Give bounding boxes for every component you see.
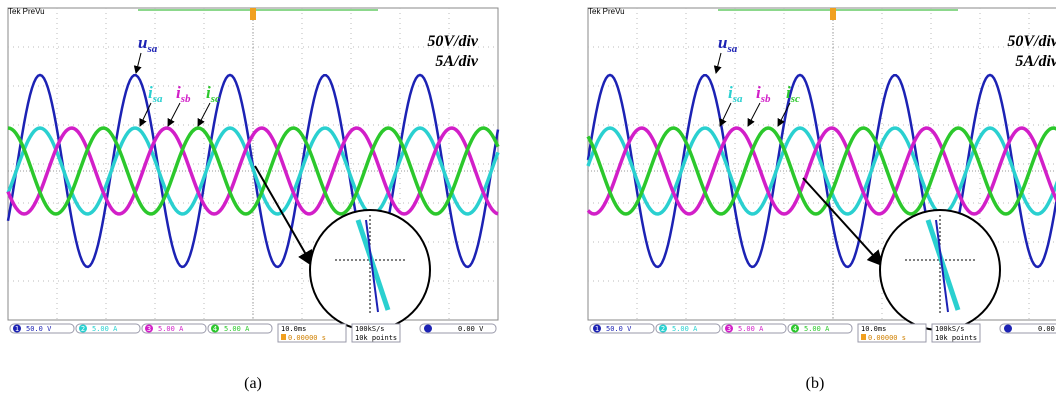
signal-subscript: sc [790, 93, 800, 105]
trigger-level: 0.00 V [1038, 325, 1056, 333]
trigger-marker [250, 8, 256, 20]
channel-number: 3 [727, 325, 731, 333]
figure: Tek PreVuusaisaisbisc50V/div5A/div150.0 … [0, 0, 1056, 416]
channel-scale: 50.0 V [606, 325, 632, 333]
timebase: 10.0ms [861, 325, 886, 333]
timebase: 10.0ms [281, 325, 306, 333]
signal-subscript: sa [146, 43, 157, 55]
trigger-dot [1004, 325, 1012, 333]
channel-number: 4 [793, 325, 797, 333]
trigger-marker [830, 8, 836, 20]
channel-number: 4 [213, 325, 217, 333]
channel-scale: 5.00 A [158, 325, 184, 333]
channel-number: 1 [15, 325, 19, 333]
sample-rate: 100kS/s [935, 325, 965, 333]
signal-subscript: sb [180, 93, 191, 105]
signal-subscript: sa [152, 93, 163, 105]
trigger-icon [281, 334, 286, 340]
signal-symbol: u [718, 33, 727, 52]
channel-scale: 5.00 A [804, 325, 830, 333]
signal-symbol: u [138, 33, 147, 52]
record-length: 10k points [935, 334, 977, 342]
scale-label: 50V/div [427, 33, 479, 50]
channel-scale: 50.0 V [26, 325, 52, 333]
sample-rate: 100kS/s [355, 325, 385, 333]
scale-label: 5A/div [435, 53, 479, 70]
signal-subscript: sa [732, 93, 743, 105]
trigger-dot [424, 325, 432, 333]
signal-subscript: sb [760, 93, 771, 105]
panel-caption: (a) [244, 375, 262, 392]
channel-scale: 5.00 A [92, 325, 118, 333]
channel-number: 3 [147, 325, 151, 333]
trigger-level: 0.00 V [458, 325, 484, 333]
trigger-icon [861, 334, 866, 340]
trigger-position: 0.00000 s [288, 334, 326, 342]
channel-scale: 5.00 A [224, 325, 250, 333]
channel-scale: 5.00 A [672, 325, 698, 333]
scope-panel: Tek PreVuusaisaisbisc50V/div5A/div150.0 … [8, 7, 498, 342]
scope-header: Tek PreVu [588, 7, 625, 16]
scale-label: 5A/div [1015, 53, 1056, 70]
trigger-position: 0.00000 s [868, 334, 906, 342]
channel-scale: 5.00 A [738, 325, 764, 333]
channel-number: 2 [81, 325, 85, 333]
channel-number: 1 [595, 325, 599, 333]
panel-caption: (b) [806, 375, 825, 392]
signal-subscript: sc [210, 93, 220, 105]
record-length: 10k points [355, 334, 397, 342]
scope-header: Tek PreVu [8, 7, 45, 16]
scale-label: 50V/div [1007, 33, 1056, 50]
signal-subscript: sa [726, 43, 737, 55]
channel-number: 2 [661, 325, 665, 333]
